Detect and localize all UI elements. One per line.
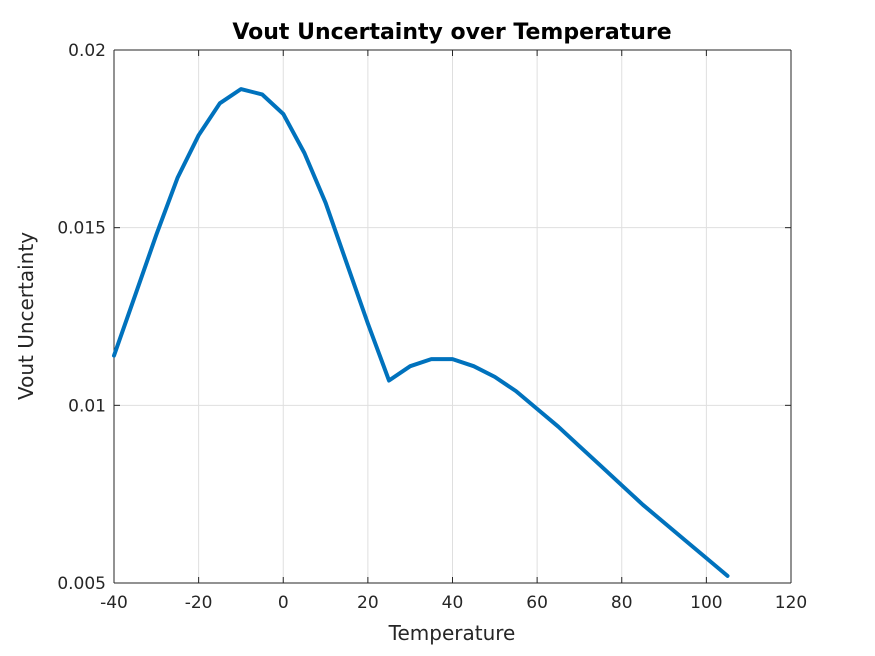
x-tick-label: 40 bbox=[442, 593, 464, 613]
x-axis-label: Temperature bbox=[388, 621, 516, 645]
x-tick-label: 120 bbox=[775, 593, 807, 613]
x-tick-label: 80 bbox=[611, 593, 633, 613]
x-tick-label: 100 bbox=[690, 593, 722, 613]
y-tick-label: 0.01 bbox=[68, 396, 106, 416]
x-tick-label: -20 bbox=[185, 593, 213, 613]
x-tick-label: 20 bbox=[357, 593, 379, 613]
chart-title: Vout Uncertainty over Temperature bbox=[232, 20, 671, 45]
y-tick-label: 0.015 bbox=[57, 219, 106, 239]
series-line bbox=[112, 87, 730, 578]
x-tick-label: 60 bbox=[526, 593, 548, 613]
y-tick-label: 0.005 bbox=[57, 574, 106, 594]
y-tick-label: 0.02 bbox=[68, 41, 106, 61]
series-group bbox=[112, 87, 730, 578]
ticks: -40 -20 0 20 40 60 80 100 120 0.005 0.01 0.015 0.02 bbox=[57, 41, 807, 613]
y-axis-label: Vout Uncertainty bbox=[14, 232, 38, 400]
x-tick-label: -40 bbox=[100, 593, 128, 613]
x-tick-label: 0 bbox=[278, 593, 289, 613]
